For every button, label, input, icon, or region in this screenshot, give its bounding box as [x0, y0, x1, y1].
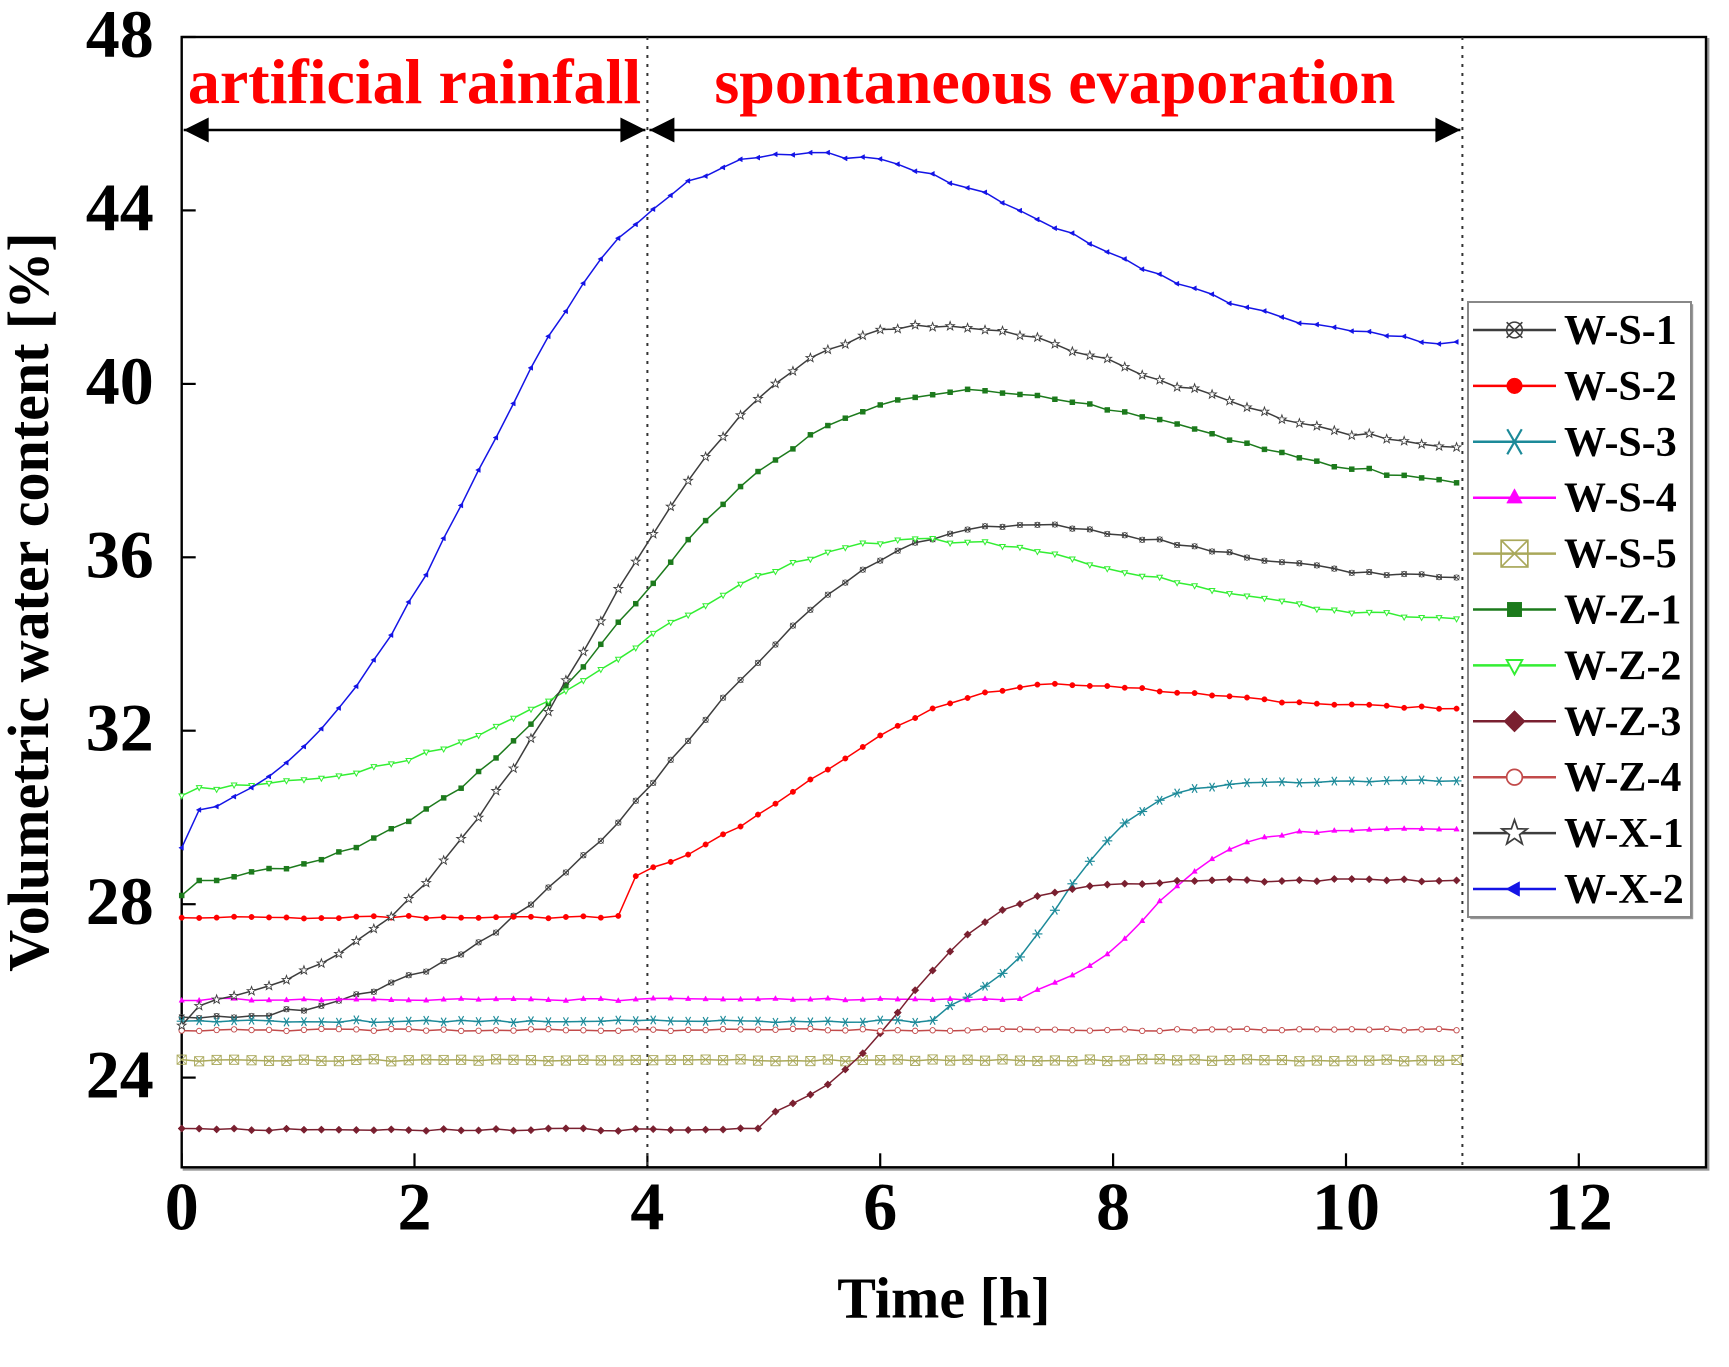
svg-text:artificial rainfall: artificial rainfall: [188, 46, 641, 117]
svg-text:28: 28: [86, 863, 154, 939]
svg-text:W-Z-2: W-Z-2: [1564, 643, 1681, 689]
svg-text:10: 10: [1312, 1168, 1380, 1244]
svg-text:Time [h]: Time [h]: [837, 1265, 1050, 1330]
svg-text:44: 44: [86, 169, 154, 245]
svg-text:32: 32: [86, 690, 154, 766]
svg-text:40: 40: [86, 343, 154, 419]
svg-text:W-S-2: W-S-2: [1564, 364, 1677, 410]
svg-text:W-S-5: W-S-5: [1564, 532, 1677, 578]
svg-text:0: 0: [165, 1168, 199, 1244]
svg-text:4: 4: [630, 1168, 664, 1244]
svg-text:W-X-1: W-X-1: [1564, 811, 1684, 857]
svg-text:W-S-1: W-S-1: [1564, 308, 1677, 354]
svg-text:Volumetric water content [%]: Volumetric water content [%]: [0, 232, 61, 971]
svg-text:W-X-2: W-X-2: [1564, 867, 1684, 913]
svg-text:W-Z-4: W-Z-4: [1564, 755, 1681, 801]
svg-text:8: 8: [1096, 1168, 1130, 1244]
svg-text:36: 36: [86, 516, 154, 592]
svg-text:W-S-4: W-S-4: [1564, 476, 1677, 522]
svg-text:24: 24: [86, 1037, 154, 1113]
svg-text:2: 2: [398, 1168, 432, 1244]
svg-text:12: 12: [1545, 1168, 1613, 1244]
svg-text:6: 6: [863, 1168, 897, 1244]
svg-text:W-Z-1: W-Z-1: [1564, 588, 1681, 634]
svg-text:W-S-3: W-S-3: [1564, 420, 1677, 466]
svg-text:48: 48: [86, 0, 154, 72]
svg-text:W-Z-3: W-Z-3: [1564, 699, 1681, 745]
svg-text:spontaneous evaporation: spontaneous evaporation: [714, 46, 1395, 117]
